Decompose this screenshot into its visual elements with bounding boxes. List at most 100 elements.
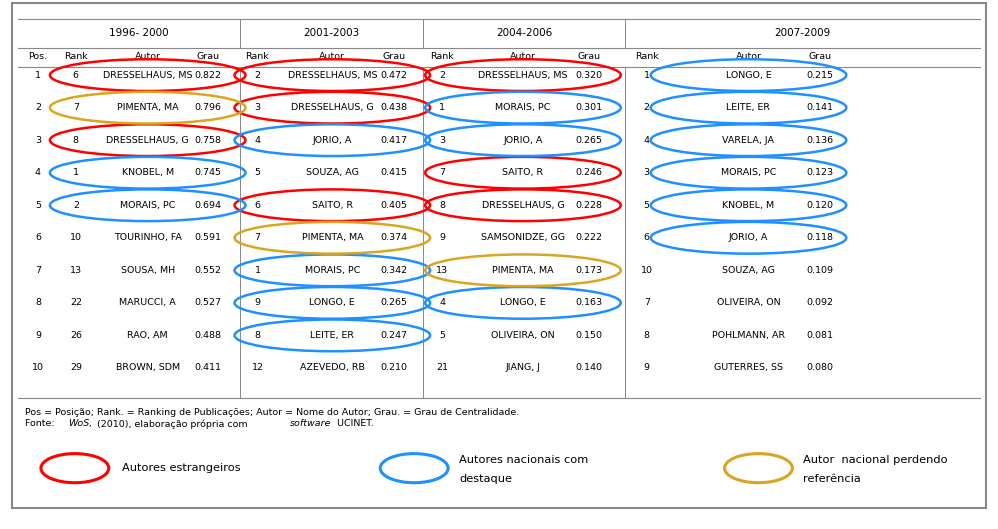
Text: 0.438: 0.438 [380, 103, 408, 112]
Text: 0.123: 0.123 [806, 168, 834, 177]
FancyBboxPatch shape [12, 3, 986, 508]
Text: 6: 6 [73, 70, 79, 80]
Text: 4: 4 [439, 298, 445, 307]
Text: 1: 1 [644, 70, 650, 80]
Text: Pos = Posição; Rank. = Ranking de Publicações; Autor = Nome do Autor; Grau. = Gr: Pos = Posição; Rank. = Ranking de Public… [25, 408, 519, 417]
Text: SOUSA, MH: SOUSA, MH [121, 266, 175, 275]
Text: 0.150: 0.150 [575, 331, 603, 340]
Text: 0.246: 0.246 [575, 168, 603, 177]
Text: 0.552: 0.552 [194, 266, 222, 275]
Text: Fonte:: Fonte: [25, 419, 58, 428]
Text: Grau: Grau [196, 52, 220, 61]
Text: 0.081: 0.081 [806, 331, 834, 340]
Text: 0.109: 0.109 [806, 266, 834, 275]
Text: (2010), elaboração própria com: (2010), elaboração própria com [94, 419, 250, 429]
Text: 26: 26 [70, 331, 82, 340]
Text: JIANG, J: JIANG, J [505, 363, 541, 372]
Text: 0.228: 0.228 [575, 200, 603, 210]
Text: MORAIS, PC: MORAIS, PC [721, 168, 776, 177]
Text: 0.301: 0.301 [575, 103, 603, 112]
Text: OLIVEIRA, ON: OLIVEIRA, ON [717, 298, 780, 307]
Text: 8: 8 [644, 331, 650, 340]
Text: DRESSELHAUS, MS: DRESSELHAUS, MS [478, 70, 568, 80]
Text: Rank: Rank [64, 52, 88, 61]
Text: LONGO, E: LONGO, E [500, 298, 546, 307]
Text: 4: 4 [254, 135, 260, 145]
Text: 8: 8 [254, 331, 260, 340]
Text: GUTERRES, SS: GUTERRES, SS [714, 363, 783, 372]
Text: DRESSELHAUS, G: DRESSELHAUS, G [107, 135, 189, 145]
Text: SOUZA, AG: SOUZA, AG [723, 266, 774, 275]
Text: 21: 21 [436, 363, 448, 372]
Text: Autores estrangeiros: Autores estrangeiros [122, 463, 241, 473]
Text: 8: 8 [439, 200, 445, 210]
Text: JORIO, A: JORIO, A [503, 135, 543, 145]
Text: 2001-2003: 2001-2003 [303, 28, 359, 38]
Text: 0.265: 0.265 [380, 298, 408, 307]
Text: Autor: Autor [319, 52, 345, 61]
Text: Pos.: Pos. [28, 52, 48, 61]
Text: 3: 3 [254, 103, 260, 112]
Text: 7: 7 [73, 103, 79, 112]
Text: 0.118: 0.118 [806, 233, 834, 242]
Text: PIMENTA, MA: PIMENTA, MA [117, 103, 179, 112]
Text: 0.405: 0.405 [380, 200, 408, 210]
Text: 4: 4 [35, 168, 41, 177]
Text: 10: 10 [32, 363, 44, 372]
Text: 10: 10 [70, 233, 82, 242]
Text: Autor  nacional perdendo: Autor nacional perdendo [803, 455, 948, 465]
Text: 6: 6 [644, 233, 650, 242]
Text: 12: 12 [251, 363, 263, 372]
Text: 9: 9 [254, 298, 260, 307]
Text: Autor: Autor [510, 52, 536, 61]
Text: Grau: Grau [808, 52, 832, 61]
Text: 2004-2006: 2004-2006 [496, 28, 552, 38]
Text: 9: 9 [644, 363, 650, 372]
Text: 5: 5 [254, 168, 260, 177]
Text: 9: 9 [35, 331, 41, 340]
Text: 2: 2 [644, 103, 650, 112]
Text: 7: 7 [439, 168, 445, 177]
Text: 0.173: 0.173 [575, 266, 603, 275]
Text: RAO, AM: RAO, AM [128, 331, 168, 340]
Text: 0.822: 0.822 [194, 70, 222, 80]
Text: 0.745: 0.745 [194, 168, 222, 177]
Text: 2: 2 [439, 70, 445, 80]
Text: 7: 7 [35, 266, 41, 275]
Text: 8: 8 [73, 135, 79, 145]
Text: 0.320: 0.320 [575, 70, 603, 80]
Text: LEITE, ER: LEITE, ER [727, 103, 770, 112]
Text: DRESSELHAUS, G: DRESSELHAUS, G [482, 200, 564, 210]
Text: 2007-2009: 2007-2009 [774, 28, 830, 38]
Text: OLIVEIRA, ON: OLIVEIRA, ON [491, 331, 555, 340]
Text: 0.527: 0.527 [194, 298, 222, 307]
Text: Grau: Grau [577, 52, 601, 61]
Text: 1: 1 [439, 103, 445, 112]
Text: 0.080: 0.080 [806, 363, 834, 372]
Text: 5: 5 [644, 200, 650, 210]
Text: 0.215: 0.215 [806, 70, 834, 80]
Text: 0.120: 0.120 [806, 200, 834, 210]
Text: Rank: Rank [635, 52, 659, 61]
Text: PIMENTA, MA: PIMENTA, MA [492, 266, 554, 275]
Text: Autor: Autor [736, 52, 761, 61]
Text: Autor: Autor [135, 52, 161, 61]
Text: JORIO, A: JORIO, A [729, 233, 768, 242]
Text: WoS,: WoS, [68, 419, 92, 428]
Text: LONGO, E: LONGO, E [726, 70, 771, 80]
Text: 1: 1 [254, 266, 260, 275]
Text: 1: 1 [35, 70, 41, 80]
Text: software: software [289, 419, 330, 428]
Text: 4: 4 [644, 135, 650, 145]
Text: 2: 2 [73, 200, 79, 210]
Text: UCINET.: UCINET. [334, 419, 374, 428]
Text: 29: 29 [70, 363, 82, 372]
Text: PIMENTA, MA: PIMENTA, MA [301, 233, 363, 242]
Text: 13: 13 [436, 266, 448, 275]
Text: 22: 22 [70, 298, 82, 307]
Text: VARELA, JA: VARELA, JA [723, 135, 774, 145]
Text: 0.342: 0.342 [380, 266, 408, 275]
Text: 10: 10 [641, 266, 653, 275]
Text: SOUZA, AG: SOUZA, AG [306, 168, 358, 177]
Text: 3: 3 [644, 168, 650, 177]
